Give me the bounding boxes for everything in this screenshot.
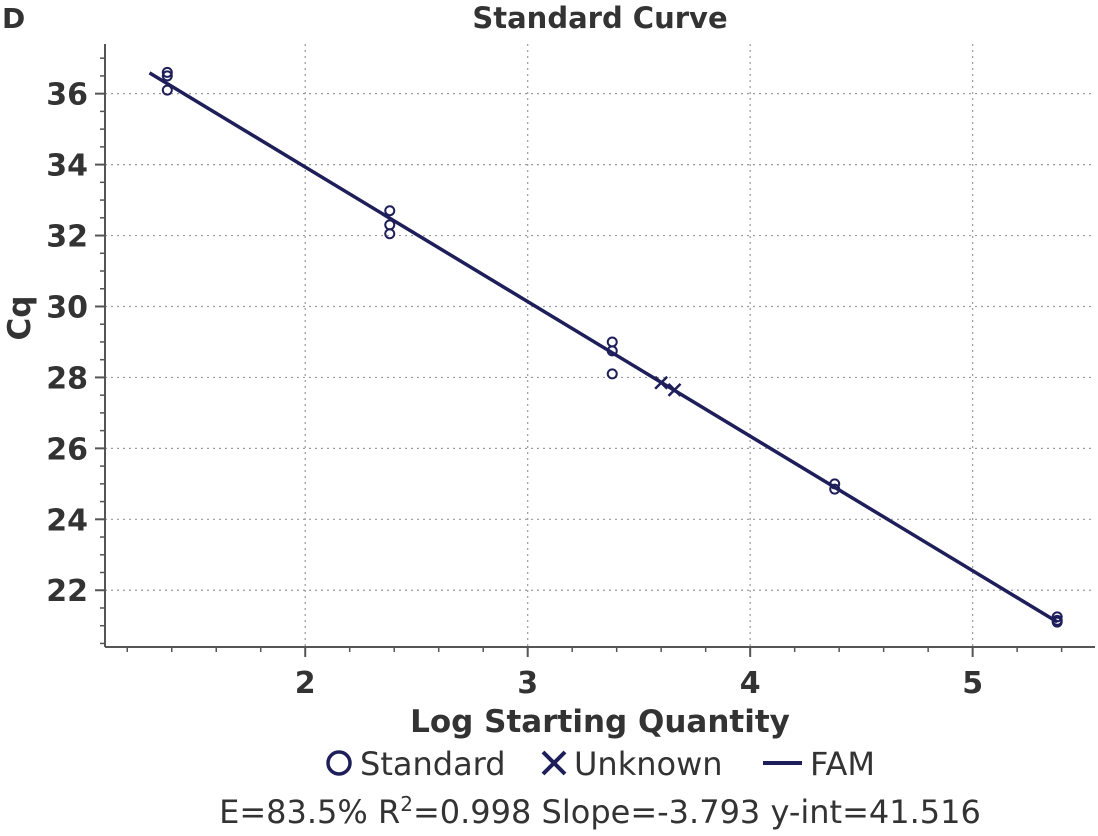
panel-label: D xyxy=(2,2,25,35)
x-axis-title: Log Starting Quantity xyxy=(410,704,790,740)
legend-label-standard: Standard xyxy=(360,745,506,783)
standard-point xyxy=(161,84,173,96)
legend: Standard Unknown FAM xyxy=(326,745,875,783)
legend-item-unknown: Unknown xyxy=(541,745,723,783)
axis-ticks xyxy=(95,57,1063,657)
y-tick-label: 24 xyxy=(46,503,88,538)
grid-lines xyxy=(105,44,1095,647)
x-tick-label: 2 xyxy=(295,666,316,701)
x-tick-label: 3 xyxy=(517,666,538,701)
standard-point xyxy=(1051,611,1063,623)
standard-point xyxy=(384,228,396,240)
data-marks xyxy=(148,66,1063,628)
x-tick-label: 5 xyxy=(962,666,983,701)
standard-point xyxy=(161,66,173,78)
axes xyxy=(104,44,1095,648)
legend-label-fam: FAM xyxy=(810,745,875,783)
y-tick-label: 26 xyxy=(46,432,88,467)
unknown-point xyxy=(654,375,669,390)
standard-point xyxy=(606,345,618,357)
y-tick-label: 32 xyxy=(46,220,88,255)
legend-label-unknown: Unknown xyxy=(574,745,723,783)
x-tick-label: 4 xyxy=(740,666,761,701)
standard-point xyxy=(606,368,618,380)
standard-point xyxy=(606,336,618,348)
legend-item-standard: Standard xyxy=(326,745,506,783)
yint-stat: y-int=41.516 xyxy=(770,793,980,831)
slope-stat: Slope=-3.793 xyxy=(542,793,761,831)
standard-point xyxy=(829,483,841,495)
y-tick-label: 30 xyxy=(46,290,88,325)
y-tick-label: 36 xyxy=(46,78,88,113)
standard-point xyxy=(1051,616,1063,628)
r2-label: R xyxy=(378,793,400,831)
y-tick-label: 28 xyxy=(46,361,88,396)
y-tick-label: 34 xyxy=(46,149,88,184)
y-tick-label: 22 xyxy=(46,574,88,609)
chart-title: Standard Curve xyxy=(472,1,727,35)
y-axis-title: Cq xyxy=(2,296,38,341)
standard-point xyxy=(384,219,396,231)
r2-superscript: 2 xyxy=(400,792,413,816)
x-marker-icon xyxy=(541,750,567,776)
standard-point xyxy=(384,205,396,217)
standard-point xyxy=(161,70,173,82)
legend-item-fam: FAM xyxy=(763,745,875,783)
standard-point xyxy=(829,478,841,490)
efficiency-stat: E=83.5% xyxy=(219,793,368,831)
fam-fit-line xyxy=(148,71,1059,624)
r2-value: =0.998 xyxy=(413,793,531,831)
unknown-point xyxy=(667,382,682,397)
circle-marker-icon xyxy=(326,750,352,776)
fit-statistics: E=83.5% R2=0.998 Slope=-3.793 y-int=41.5… xyxy=(219,792,981,831)
